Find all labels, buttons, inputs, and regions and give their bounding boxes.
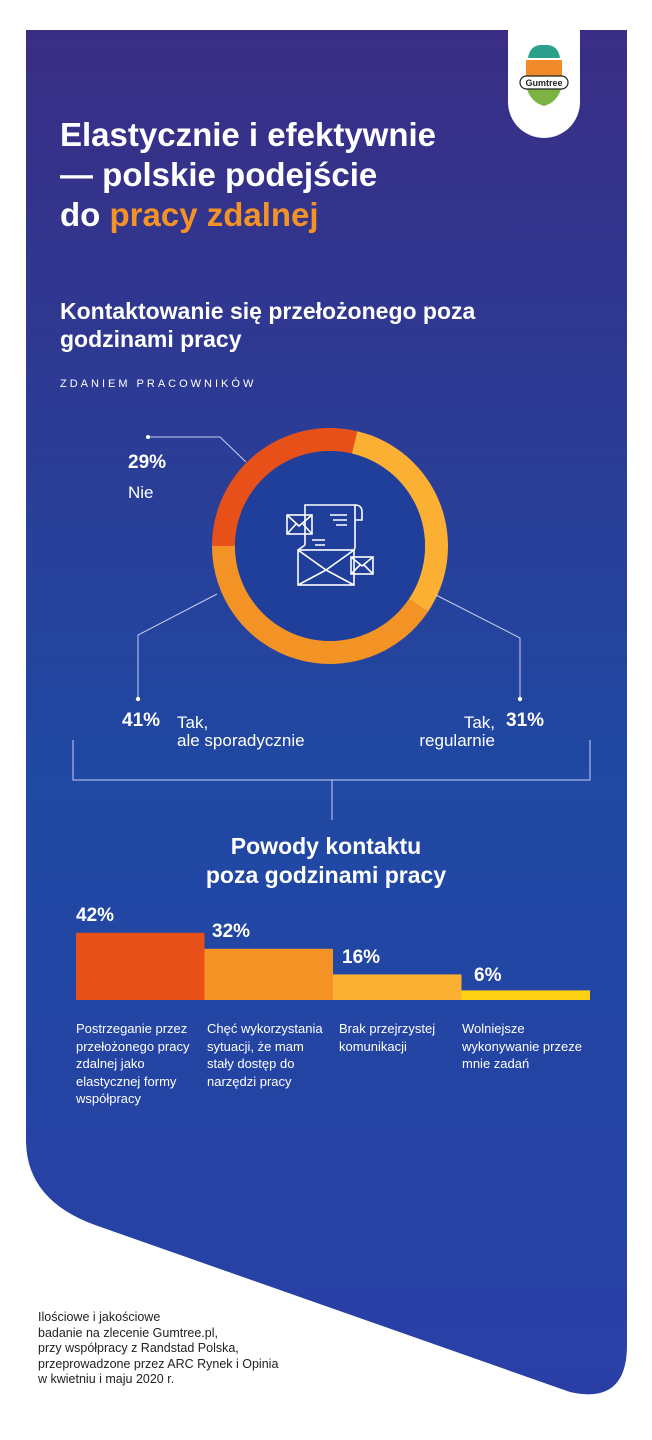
donut-slice-1: [351, 431, 448, 612]
gumtree-logo: Gumtree: [519, 44, 569, 106]
connector-lines: [72, 436, 591, 820]
slice-value-nie: 29%: [128, 452, 167, 473]
bar-value: 16%: [342, 947, 381, 968]
envelope-letters-icon: [286, 504, 374, 586]
footer-note: Ilościowe i jakościowe badanie na zleceni…: [38, 1310, 279, 1386]
donut-chart: [212, 428, 448, 664]
donut-title: Kontaktowanie się przełożonego poza godz…: [60, 298, 476, 352]
donut-center: [235, 451, 425, 641]
bar-value: 32%: [212, 921, 251, 942]
slice-value-sporadycznie: 41%: [122, 710, 161, 731]
page-title: Elastycznie i efektywnie — polskie podej…: [60, 115, 500, 235]
bar-1: [204, 948, 333, 1000]
slice-label-regularnie: Tak, regularnie: [419, 713, 495, 750]
bar-chart-title: Powody kontaktu poza godzinami pracy: [205, 833, 447, 888]
bar-label: Wolniejsze wykonywanie przeze mnie zadań: [462, 1021, 582, 1071]
slice-label-nie: Nie: [128, 483, 154, 502]
bar-2: [333, 974, 462, 1000]
bar-3: [461, 990, 590, 1000]
bar-value: 6%: [474, 965, 502, 986]
donut-slice-0: [212, 428, 358, 546]
bar-label: Brak przejrzystej komunikacji: [339, 1021, 436, 1054]
title-accent: pracy zdalnej: [109, 196, 319, 233]
slice-label-sporadycznie: Tak, ale sporadycznie: [177, 713, 305, 750]
bar-0: [76, 932, 205, 1000]
bar-value: 42%: [76, 905, 115, 926]
donut-slice-2: [212, 546, 428, 664]
bar-label: Chęć wykorzystania sytuacji, że mam stał…: [207, 1021, 323, 1089]
bar-label: Postrzeganie przez przełożonego pracy zd…: [76, 1021, 190, 1106]
title-line: Elastycznie i efektywnie: [60, 116, 437, 153]
title-line: — polskie podejście: [60, 156, 378, 193]
logo-tab: Gumtree: [508, 30, 580, 138]
logo-text: Gumtree: [525, 78, 562, 88]
title-line: do pracy zdalnej: [60, 196, 319, 233]
slice-value-regularnie: 31%: [506, 710, 545, 731]
bar-chart: [76, 932, 590, 1000]
donut-subtitle: ZDANIEM PRACOWNIKÓW: [60, 378, 257, 390]
